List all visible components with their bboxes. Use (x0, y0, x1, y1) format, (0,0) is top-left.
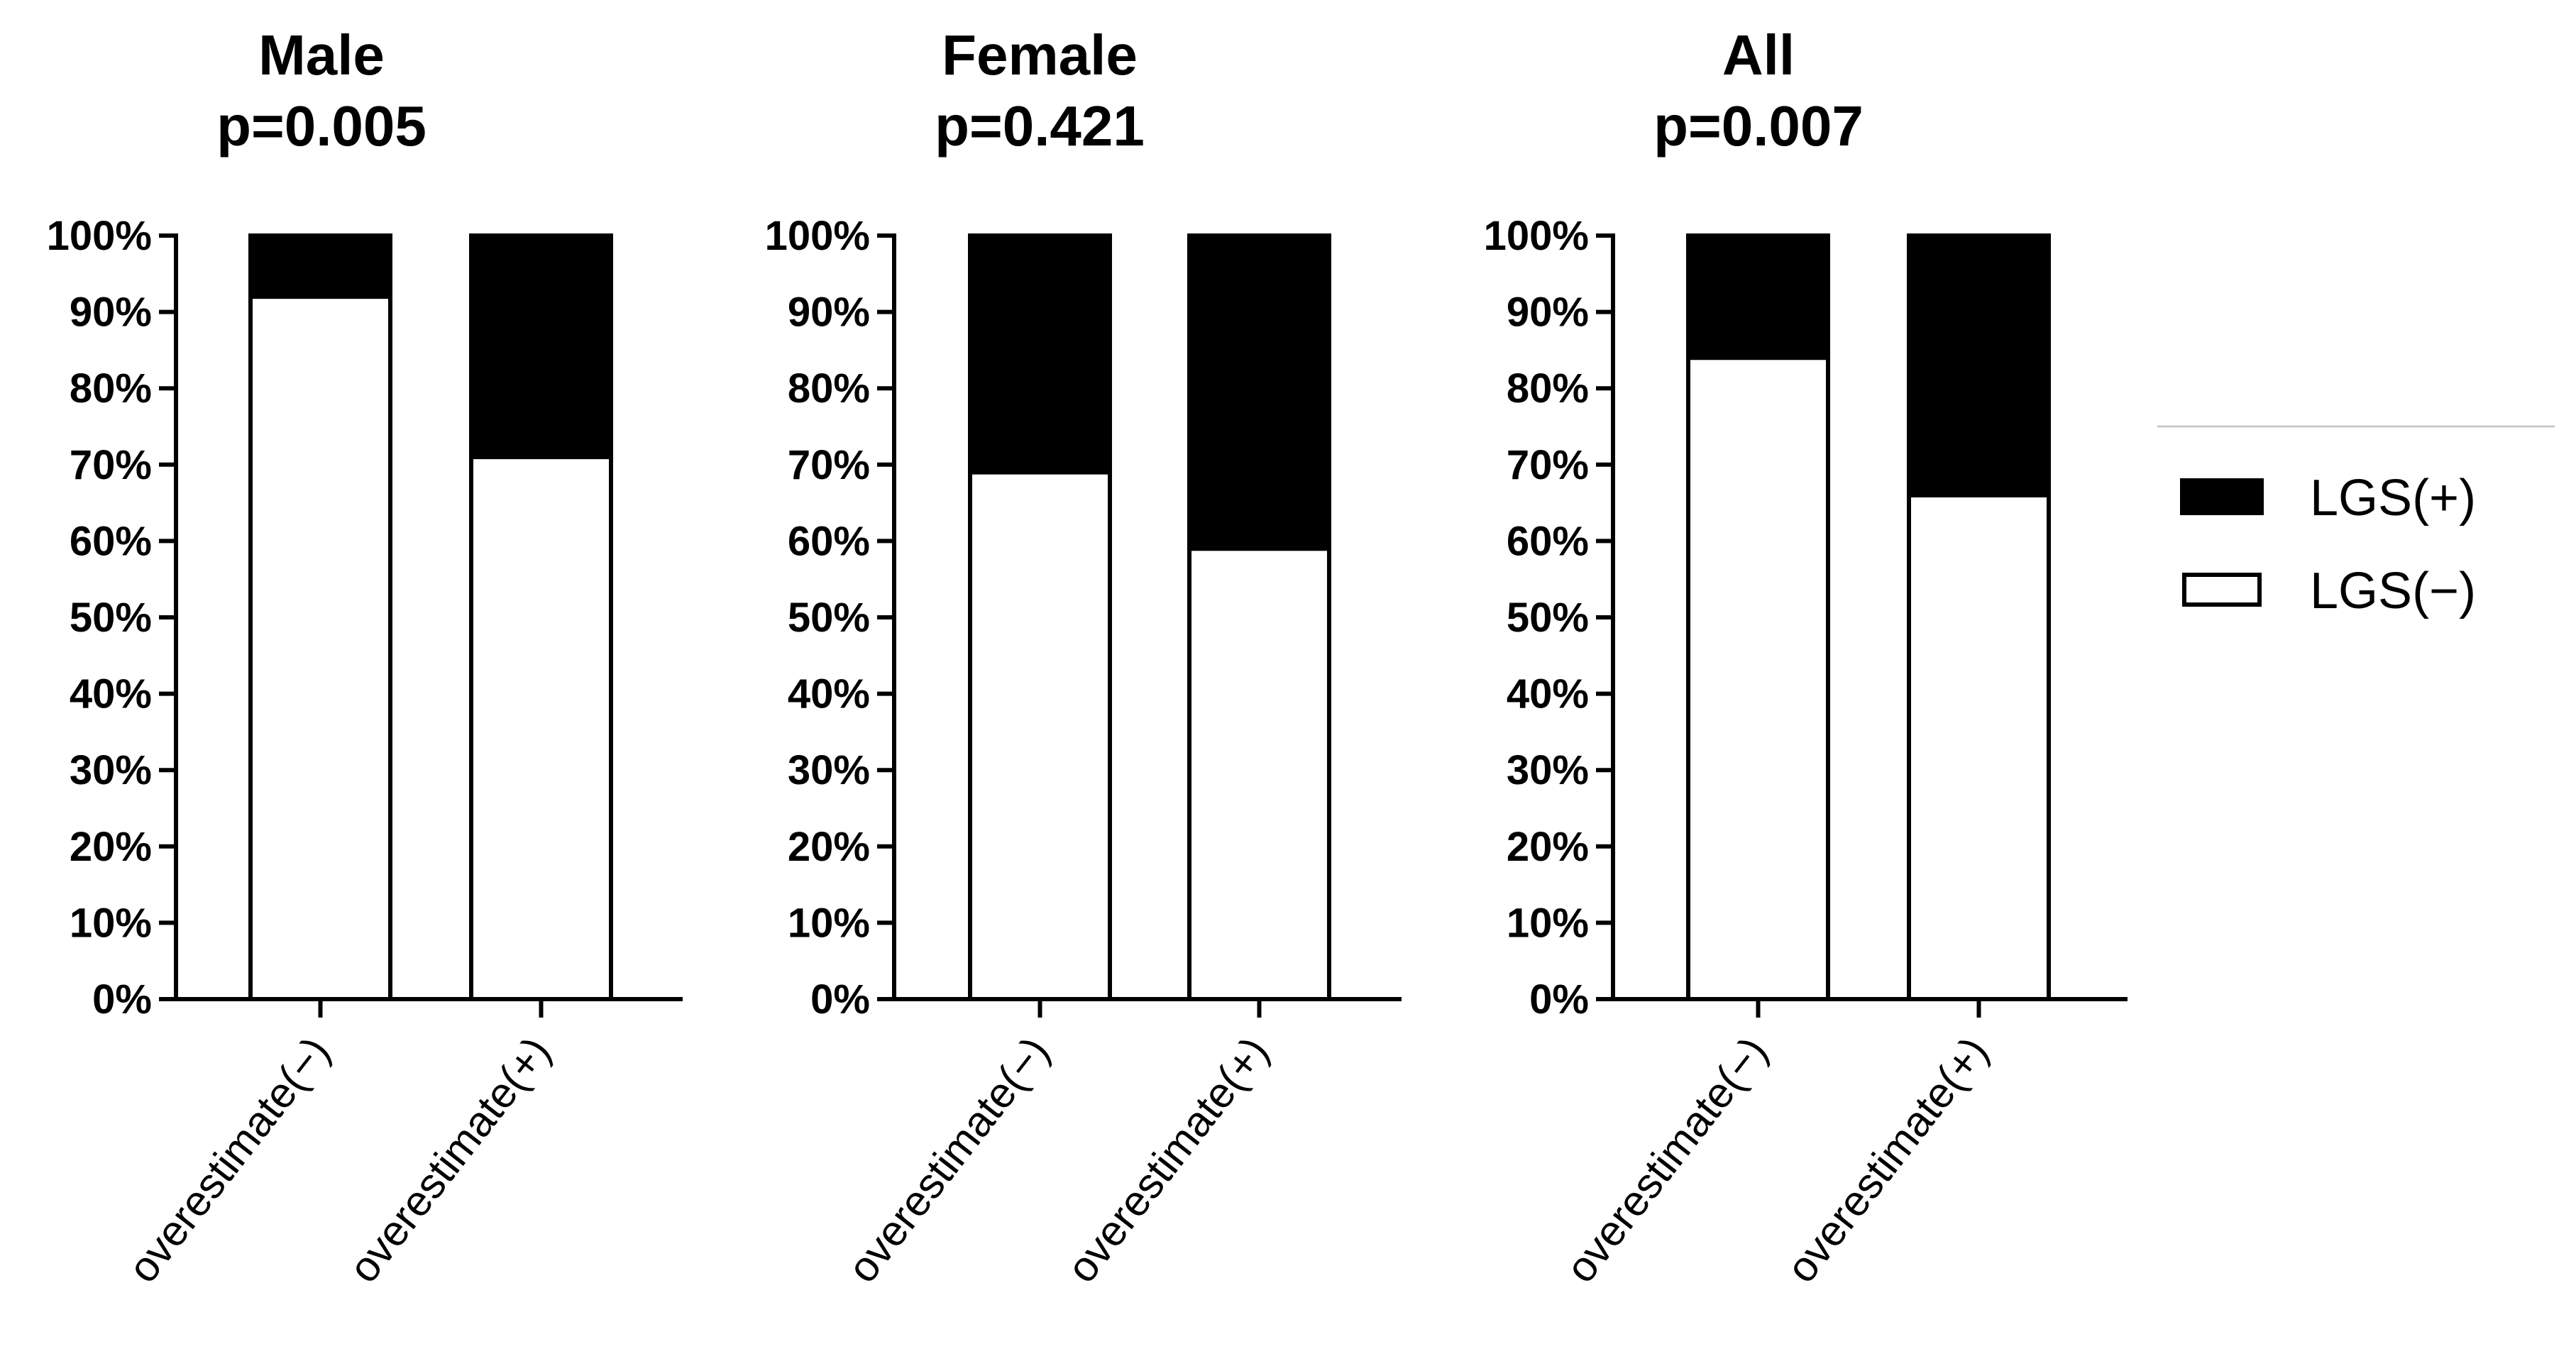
y-tick-label: 30% (1507, 747, 1589, 793)
bars (968, 233, 1331, 1001)
y-tick-label: 50% (788, 595, 870, 641)
y-tick-label: 60% (70, 518, 152, 564)
x-category-label: overestimate(+) (339, 1028, 559, 1291)
y-tick-label: 0% (92, 976, 152, 1023)
bar-lgs-positive (1187, 233, 1331, 551)
bar-lgs-negative (1686, 356, 1830, 1002)
y-tick-label: 10% (788, 900, 870, 946)
bar-lgs-positive (1686, 233, 1830, 360)
y-tick-label: 70% (70, 442, 152, 488)
legend-swatch-positive (2180, 478, 2264, 515)
axes (159, 233, 683, 1018)
panel-title: Female (942, 23, 1138, 87)
panel-title: Male (258, 23, 385, 87)
y-tick-label: 40% (788, 671, 870, 717)
bar-lgs-negative (968, 470, 1112, 1001)
x-category-label: overestimate(−) (1556, 1028, 1776, 1291)
y-tick-label: 10% (70, 900, 152, 946)
x-category-label: overestimate(−) (119, 1028, 338, 1291)
bar-lgs-negative (248, 294, 392, 1001)
bar-lgs-positive (1907, 233, 2051, 497)
legend-label-positive: LGS(+) (2310, 470, 2476, 527)
bar-lgs-negative (469, 455, 613, 1001)
y-tick-label: 80% (788, 365, 870, 412)
x-category-label: overestimate(+) (1777, 1028, 1997, 1291)
x-category-label: overestimate(+) (1057, 1028, 1277, 1291)
y-tick-label: 50% (70, 595, 152, 641)
y-tick-label: 80% (70, 365, 152, 412)
legend-swatch-negative (2182, 573, 2262, 607)
panel-female: Female p=0.421 0% 10% 20% 30% 40% 50% 60% 70% 80… (765, 23, 1402, 1291)
y-tick-label: 0% (1529, 976, 1589, 1023)
y-tick-label: 10% (1507, 900, 1589, 946)
y-tick-label: 30% (70, 747, 152, 793)
axes (1596, 233, 2128, 1018)
y-tick-label: 60% (1507, 518, 1589, 564)
y-tick-label: 70% (788, 442, 870, 488)
bar-lgs-negative (1907, 492, 2051, 1001)
panel-male: Male p=0.005 0% 10% 20% 30% 40% 50% 60% 70% 80% 9… (47, 23, 683, 1291)
x-category-label: overestimate(−) (838, 1028, 1058, 1291)
x-axis-categories: overestimate(−)overestimate(+) (1556, 1028, 1997, 1291)
bar-lgs-positive (968, 233, 1112, 475)
y-tick-label: 60% (788, 518, 870, 564)
bars (248, 233, 613, 1001)
y-tick-label: 50% (1507, 595, 1589, 641)
y-tick-label: 20% (70, 824, 152, 870)
panel-all: All p=0.007 0% 10% 20% 30% 40% 50% 60% 70% 80% 90… (1484, 23, 2128, 1291)
panel-p-value: p=0.421 (935, 94, 1145, 158)
y-tick-label: 100% (765, 213, 870, 259)
y-tick-label: 40% (70, 671, 152, 717)
legend: LGS(+) LGS(−) (2157, 425, 2555, 619)
bar-lgs-positive (469, 233, 613, 460)
y-tick-label: 70% (1507, 442, 1589, 488)
panel-title: All (1722, 23, 1795, 87)
y-tick-label: 0% (810, 976, 870, 1023)
panel-p-value: p=0.005 (216, 94, 426, 158)
y-axis-ticks: 0% 10% 20% 30% 40% 50% 60% 70% 80% 90% 100% (1484, 213, 1613, 1023)
y-tick-label: 90% (1507, 290, 1589, 336)
y-tick-label: 90% (70, 290, 152, 336)
y-tick-label: 40% (1507, 671, 1589, 717)
bars (1686, 233, 2051, 1002)
y-axis-ticks: 0% 10% 20% 30% 40% 50% 60% 70% 80% 90% 100% (47, 213, 176, 1023)
panel-p-value: p=0.007 (1653, 94, 1864, 158)
x-axis-categories: overestimate(−)overestimate(+) (838, 1028, 1277, 1291)
y-tick-label: 20% (1507, 824, 1589, 870)
y-tick-label: 90% (788, 290, 870, 336)
y-tick-label: 20% (788, 824, 870, 870)
y-tick-label: 100% (1484, 213, 1589, 259)
bar-lgs-positive (248, 233, 392, 299)
y-tick-label: 30% (788, 747, 870, 793)
y-tick-label: 80% (1507, 365, 1589, 412)
y-tick-label: 100% (47, 213, 152, 259)
axes (877, 233, 1402, 1018)
x-axis-categories: overestimate(−)overestimate(+) (119, 1028, 559, 1291)
bar-lgs-negative (1187, 546, 1331, 1001)
legend-label-negative: LGS(−) (2310, 563, 2476, 619)
y-axis-ticks: 0% 10% 20% 30% 40% 50% 60% 70% 80% 90% 100% (765, 213, 894, 1023)
